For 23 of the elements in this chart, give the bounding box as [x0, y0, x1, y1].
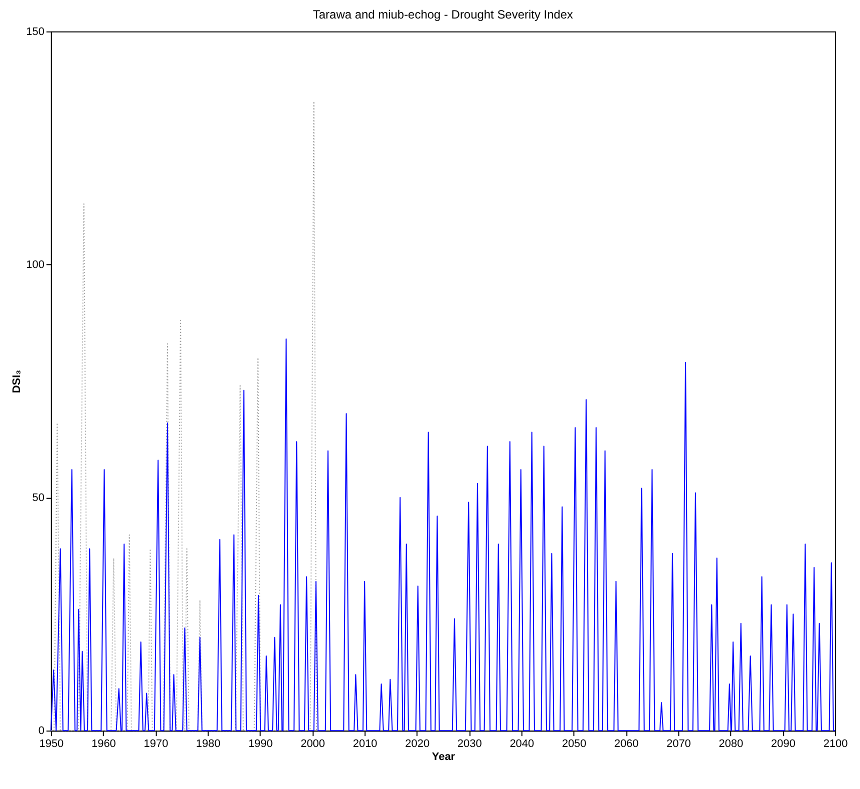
chart-title: Tarawa and miub-echog - Drought Severity Index [312, 7, 574, 22]
x-tick-label: 1980 [196, 738, 220, 750]
x-tick-label: 1960 [92, 738, 116, 750]
y-tick-label: 100 [26, 258, 44, 271]
x-tick-label: 2050 [562, 738, 586, 750]
x-tick-label: 1990 [248, 738, 273, 750]
x-tick-label: 1970 [144, 738, 168, 750]
y-tick-label: 150 [26, 26, 44, 38]
x-tick-label: 2040 [510, 738, 534, 750]
y-axis-title: DSI₃ [11, 370, 24, 394]
x-tick-label: 2100 [823, 738, 848, 750]
x-tick-label: 2000 [300, 738, 326, 750]
x-tick-label: 2090 [771, 738, 796, 750]
x-tick-label: 2080 [718, 738, 744, 750]
x-tick-label: 2020 [405, 738, 430, 750]
y-tick-label: 0 [38, 725, 44, 738]
x-tick-label: 2010 [352, 738, 378, 750]
x-tick-label: 2030 [457, 738, 482, 750]
x-axis-title: Year [432, 751, 456, 764]
x-tick-label: 2070 [666, 738, 691, 750]
x-tick-label: 1950 [39, 738, 64, 750]
x-tick-label: 2060 [614, 738, 639, 750]
y-tick-label: 50 [32, 492, 44, 504]
